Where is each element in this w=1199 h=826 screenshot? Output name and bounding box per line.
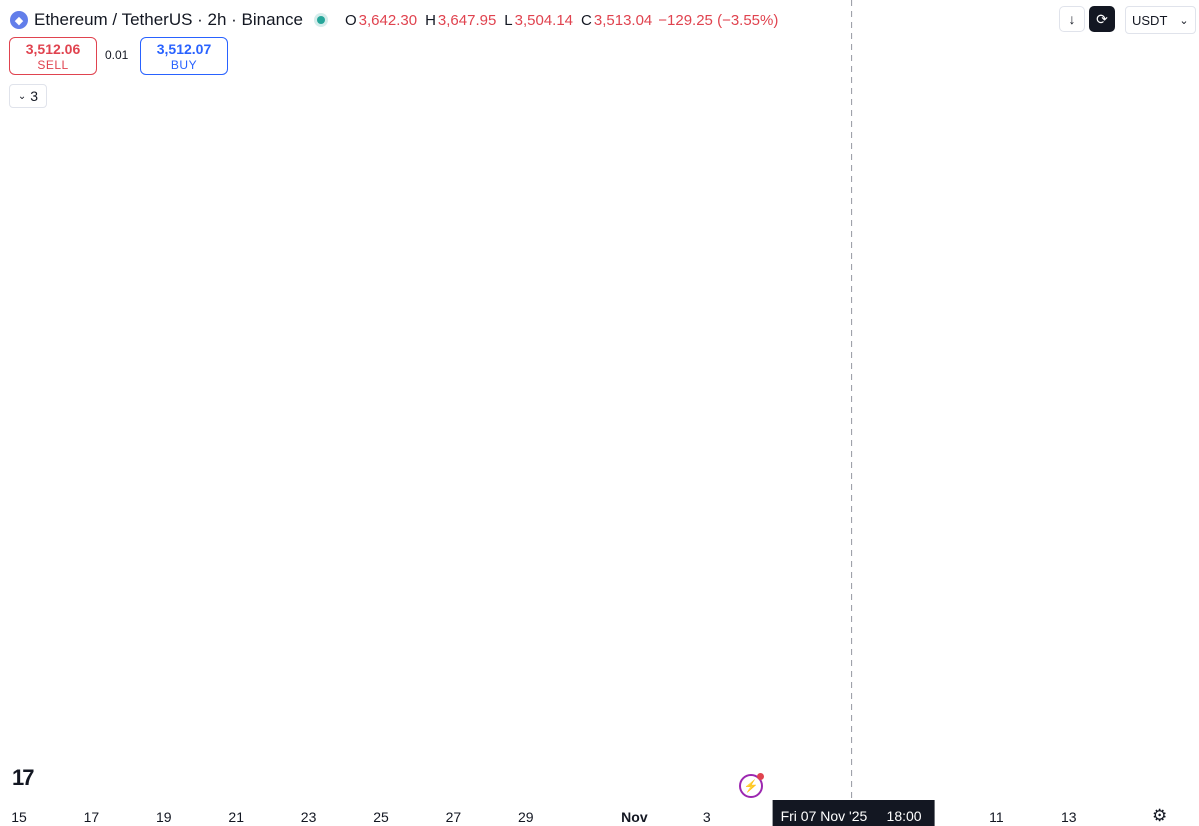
x-tick-label: 27: [446, 809, 462, 825]
x-tick-label: 25: [373, 809, 389, 825]
currency-value: USDT: [1132, 12, 1168, 28]
buy-label: BUY: [170, 58, 198, 72]
lightning-icon[interactable]: ⚡: [739, 773, 764, 798]
chart-header: ◆ Ethereum / TetherUS · 2h · Binance O 3,…: [10, 9, 778, 31]
crosshair-clock-label: 18:00: [887, 808, 922, 824]
currency-select[interactable]: USDT ⌄: [1125, 6, 1196, 34]
x-tick-label: 11: [989, 809, 1004, 825]
spread-value: 0.01: [105, 48, 129, 62]
tradingview-logo[interactable]: 17: [12, 765, 35, 790]
x-tick-label: 3: [703, 809, 711, 825]
x-tick-label: 21: [228, 809, 244, 825]
high-value: 3,647.95: [437, 11, 497, 29]
change-value: −129.25 (−3.55%): [658, 11, 779, 29]
chevron-down-icon: ⌄: [1179, 14, 1189, 27]
open-value: 3,642.30: [358, 11, 418, 29]
indicators-count: 3: [30, 88, 39, 104]
close-value: 3,513.04: [593, 11, 653, 29]
x-tick-label: 19: [156, 809, 172, 825]
ohlc-legend: O 3,642.30 H 3,647.95 L 3,504.14 C 3,513.04 …: [345, 11, 779, 29]
indicators-toggle[interactable]: ⌄ 3: [9, 84, 47, 108]
x-tick-label: 29: [518, 809, 534, 825]
x-tick-label: 13: [1061, 809, 1077, 825]
buy-button[interactable]: 3,512.07 BUY: [140, 37, 228, 75]
x-tick-label: 23: [301, 809, 317, 825]
arrow-down-icon[interactable]: ↓: [1059, 6, 1085, 32]
symbol-title[interactable]: Ethereum / TetherUS · 2h · Binance: [34, 10, 303, 29]
ethereum-logo-icon: ◆: [10, 11, 28, 29]
sell-price: 3,512.06: [25, 41, 81, 57]
sell-button[interactable]: 3,512.06 SELL: [9, 37, 97, 75]
auto-scale-icon[interactable]: ⟳: [1089, 6, 1115, 32]
x-tick-label: Nov: [621, 809, 648, 825]
chevron-down-icon: ⌄: [17, 90, 27, 102]
crosshair-time-box: [772, 800, 935, 826]
gear-icon[interactable]: ⚙: [1152, 806, 1168, 825]
market-open-status-icon: [317, 16, 325, 24]
crosshair-time-label: Fri 07 Nov '25: [781, 808, 868, 824]
x-tick-label: 15: [11, 809, 27, 825]
low-value: 3,504.14: [514, 11, 574, 29]
buy-price: 3,512.07: [156, 41, 212, 57]
x-tick-label: 17: [84, 809, 100, 825]
sell-label: SELL: [37, 58, 69, 72]
